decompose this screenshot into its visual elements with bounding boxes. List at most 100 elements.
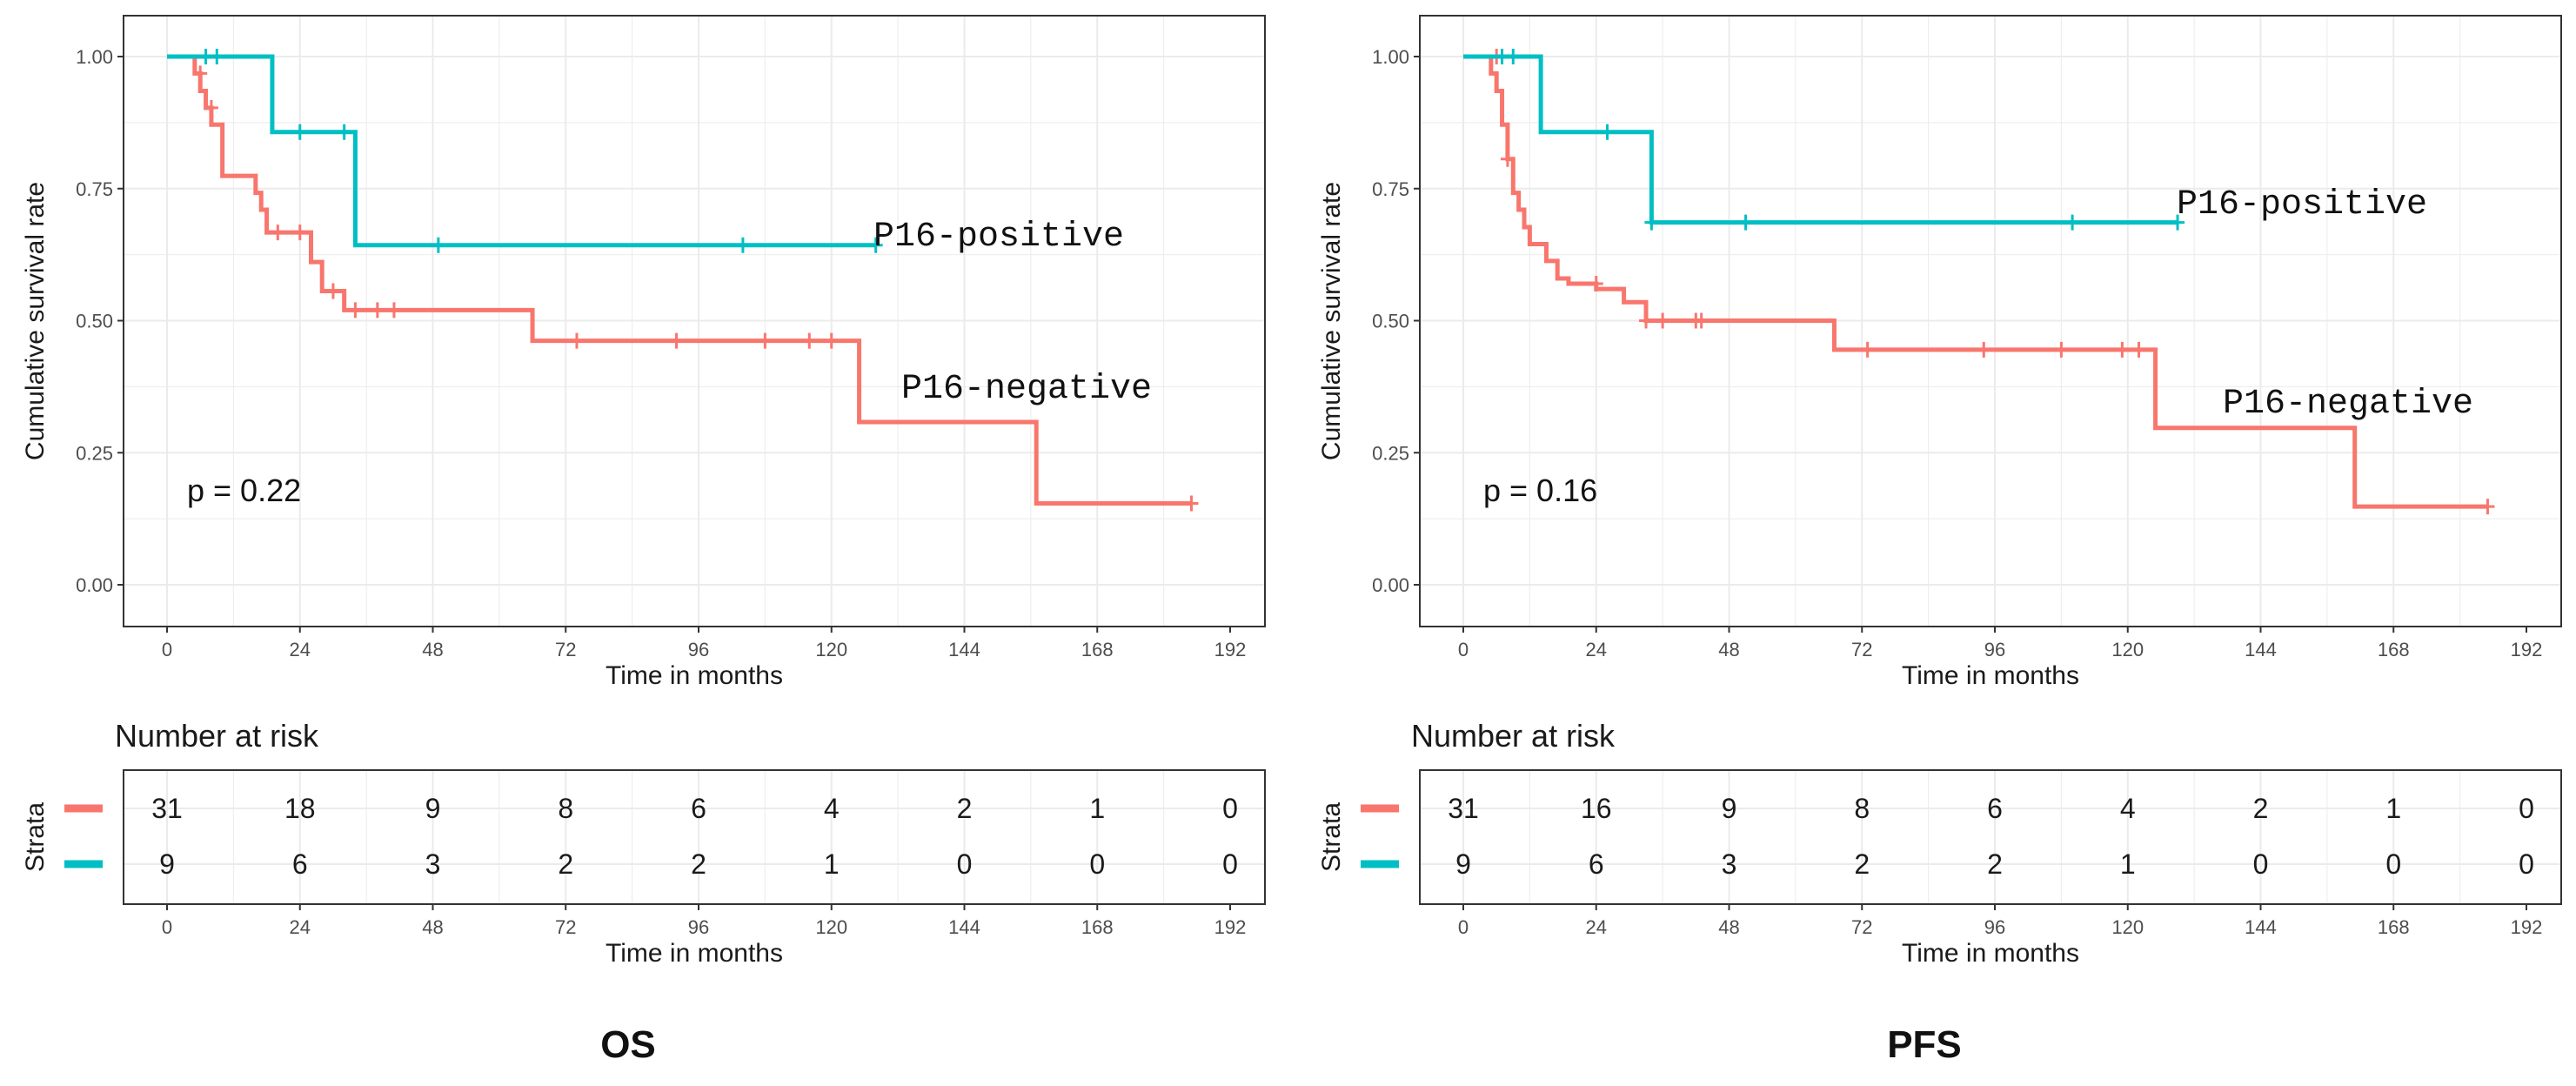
risk-count-negative: 4 (2120, 793, 2136, 824)
censor-mark-p16-negative (569, 332, 584, 349)
x-axis-title: Time in months (606, 661, 783, 690)
series-label-positive: P16-positive (873, 218, 1124, 257)
x-tick-label: 48 (422, 639, 443, 660)
censor-mark-p16-negative (824, 332, 839, 349)
y-tick-label: 0.25 (76, 442, 113, 464)
risk-x-tick-label: 168 (1081, 916, 1114, 938)
p-value-label: p = 0.16 (1483, 473, 1597, 508)
censor-mark-p16-positive (735, 237, 750, 253)
censor-mark-p16-positive (431, 237, 445, 253)
risk-count-positive: 6 (1589, 848, 1604, 880)
y-axis-title: Cumulative survival rate (1317, 182, 1346, 460)
risk-count-negative: 1 (2385, 793, 2401, 824)
risk-count-negative: 6 (1987, 793, 2003, 824)
y-tick-label: 0.50 (1372, 311, 1409, 332)
x-tick-label: 24 (290, 639, 311, 660)
risk-count-positive: 6 (292, 848, 308, 880)
strata-label: Strata (1317, 802, 1346, 872)
risk-count-positive: 0 (2385, 848, 2401, 880)
censor-mark-p16-negative (1184, 495, 1199, 512)
series-label-negative: P16-negative (2223, 385, 2473, 424)
series-label-negative: P16-negative (901, 370, 1152, 409)
risk-x-axis-title: Time in months (1902, 939, 2079, 968)
panel-pfs: 0 24 48 72 96 120 144 168 1920.000.250.500.751.0… (1317, 15, 2562, 1066)
risk-count-negative: 31 (151, 793, 183, 824)
risk-x-tick-label: 24 (290, 916, 311, 938)
censor-mark-p16-negative (2054, 341, 2069, 358)
risk-count-positive: 3 (425, 848, 441, 880)
censor-mark-p16-negative (1656, 312, 1670, 329)
risk-count-positive: 0 (957, 848, 973, 880)
x-tick-label: 168 (2378, 639, 2410, 660)
risk-table-border (1419, 769, 2562, 905)
censor-mark-p16-negative (802, 332, 817, 349)
risk-x-tick-label: 120 (815, 916, 847, 938)
risk-count-negative: 9 (425, 793, 441, 824)
censor-mark-p16-negative (348, 302, 363, 318)
censor-mark-p16-positive (210, 49, 224, 64)
risk-count-positive: 0 (2253, 848, 2269, 880)
x-tick-label: 120 (2111, 639, 2144, 660)
y-tick-label: 0.00 (76, 574, 113, 596)
x-tick-label: 144 (948, 639, 980, 660)
y-axis-title: Cumulative survival rate (21, 182, 50, 460)
censor-mark-p16-negative (325, 283, 340, 299)
censor-mark-p16-negative (271, 225, 285, 241)
risk-x-tick-label: 72 (555, 916, 576, 938)
x-tick-label: 168 (1081, 639, 1114, 660)
risk-count-negative: 2 (2253, 793, 2269, 824)
censor-mark-p16-negative (758, 332, 773, 349)
risk-count-negative: 2 (957, 793, 973, 824)
p-value-label: p = 0.22 (187, 473, 301, 508)
risk-count-positive: 0 (2519, 848, 2534, 880)
panel-caption: OS (600, 1023, 656, 1066)
y-tick-label: 0.75 (1372, 178, 1409, 200)
censor-mark-p16-negative (1694, 312, 1709, 329)
censor-mark-p16-negative (1639, 312, 1654, 329)
risk-count-negative: 0 (2519, 793, 2534, 824)
censor-mark-p16-negative (1977, 341, 1991, 358)
risk-x-tick-label: 96 (1984, 916, 2005, 938)
x-axis-title: Time in months (1902, 661, 2079, 690)
risk-x-tick-label: 72 (1851, 916, 1872, 938)
risk-count-negative: 31 (1448, 793, 1479, 824)
risk-x-tick-label: 48 (1718, 916, 1739, 938)
risk-x-tick-label: 96 (688, 916, 709, 938)
risk-x-tick-label: 192 (2511, 916, 2543, 938)
risk-x-tick-label: 120 (2111, 916, 2144, 938)
censor-mark-p16-positive (1600, 124, 1615, 140)
x-tick-label: 0 (1458, 639, 1469, 660)
panel-caption: PFS (1887, 1023, 1962, 1066)
censor-mark-p16-negative (386, 302, 401, 318)
y-tick-label: 1.00 (1372, 46, 1409, 68)
censor-mark-p16-negative (193, 65, 208, 82)
censor-mark-p16-positive (1506, 49, 1521, 64)
censor-mark-p16-negative (292, 225, 307, 241)
risk-count-negative: 9 (1722, 793, 1737, 824)
x-tick-label: 0 (162, 639, 172, 660)
censor-mark-p16-positive (1644, 214, 1659, 231)
risk-count-positive: 9 (159, 848, 175, 880)
risk-x-tick-label: 192 (1214, 916, 1247, 938)
x-tick-label: 96 (688, 639, 709, 660)
risk-count-positive: 1 (2120, 848, 2136, 880)
series-label-positive: P16-positive (2177, 185, 2427, 225)
risk-count-positive: 2 (691, 848, 706, 880)
risk-table-title: Number at risk (115, 718, 319, 754)
risk-x-tick-label: 144 (2245, 916, 2277, 938)
risk-count-positive: 3 (1722, 848, 1737, 880)
risk-count-positive: 2 (1854, 848, 1870, 880)
risk-table-title: Number at risk (1411, 718, 1616, 754)
x-tick-label: 72 (555, 639, 576, 660)
risk-count-positive: 0 (1222, 848, 1238, 880)
x-tick-label: 72 (1851, 639, 1872, 660)
risk-table-background (124, 770, 1265, 904)
x-tick-label: 192 (1214, 639, 1247, 660)
risk-count-positive: 9 (1455, 848, 1471, 880)
panel-os: 0 24 48 72 96 120 144 168 1920.000.250.500.751.0… (21, 15, 1266, 1066)
strata-label: Strata (21, 802, 50, 872)
risk-count-positive: 1 (824, 848, 840, 880)
risk-table-border (123, 769, 1266, 905)
risk-count-negative: 4 (824, 793, 840, 824)
